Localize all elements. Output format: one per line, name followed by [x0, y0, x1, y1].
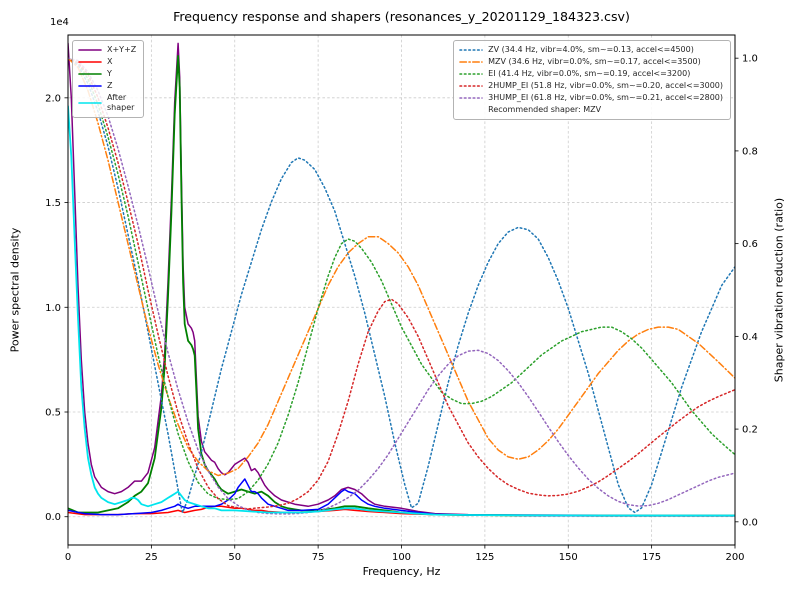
- legend-shapers: ZV (34.4 Hz, vibr=4.0%, sm~=0.13, accel<…: [453, 40, 731, 120]
- x-axis-label: Frequency, Hz: [362, 565, 441, 578]
- legend-shapers-item: Recommended shaper: MZV: [459, 104, 723, 116]
- y-tick-label-right: 1.0: [742, 54, 758, 65]
- x-tick-label: 200: [725, 552, 744, 563]
- legend-psd-item: Z: [78, 80, 136, 92]
- series-3hump_ei: [68, 57, 735, 515]
- series-z: [68, 478, 735, 517]
- x-tick-label: 175: [642, 552, 661, 563]
- legend-shapers-label: Recommended shaper: MZV: [488, 105, 602, 114]
- x-tick-label: 75: [312, 552, 325, 563]
- series-mzv: [68, 57, 735, 477]
- y-tick-label-left: 0.5: [45, 408, 61, 419]
- y-tick-label-right: 0.4: [742, 332, 758, 343]
- legend-psd-label: Z: [107, 81, 113, 90]
- legend-shapers-label: EI (41.4 Hz, vibr=0.0%, sm~=0.19, accel<…: [488, 69, 691, 78]
- y-tick-label-left: 0.0: [45, 512, 61, 523]
- legend-shapers-label: MZV (34.6 Hz, vibr=0.0%, sm~=0.17, accel…: [488, 57, 701, 66]
- y-tick-label-right: 0.0: [742, 517, 758, 528]
- legend-psd-label: After shaper: [107, 93, 135, 112]
- series-y: [68, 54, 735, 517]
- legend-psd-label: X+Y+Z: [107, 45, 137, 54]
- legend-line-swatch: [459, 73, 483, 75]
- legend-psd-item: Y: [78, 68, 136, 80]
- legend-line-swatch: [459, 85, 483, 87]
- series-after-shaper: [68, 105, 735, 517]
- series-ei: [68, 57, 735, 501]
- x-tick-label: 125: [475, 552, 494, 563]
- legend-line-swatch: [78, 102, 102, 104]
- legend-line-swatch: [459, 49, 483, 51]
- y-tick-label-left: 1.0: [45, 303, 61, 314]
- y-tick-label-right: 0.8: [742, 146, 758, 157]
- legend-shapers-label: 3HUMP_EI (61.8 Hz, vibr=0.0%, sm~=0.21, …: [488, 93, 723, 102]
- legend-line-swatch: [78, 85, 102, 87]
- series-zv: [68, 57, 735, 514]
- legend-line-swatch: [459, 97, 483, 99]
- x-tick-label: 150: [559, 552, 578, 563]
- x-tick-label: 50: [228, 552, 241, 563]
- legend-blank-handle: [459, 105, 483, 115]
- y-tick-label-right: 0.6: [742, 239, 758, 250]
- legend-shapers-label: ZV (34.4 Hz, vibr=4.0%, sm~=0.13, accel<…: [488, 45, 694, 54]
- legend-psd-item: X: [78, 56, 136, 68]
- series-2hump_ei: [68, 57, 735, 510]
- legend-psd-label: Y: [107, 69, 112, 78]
- legend-shapers-label: 2HUMP_EI (51.8 Hz, vibr=0.0%, sm~=0.20, …: [488, 81, 723, 90]
- chart-title: Frequency response and shapers (resonanc…: [173, 9, 630, 24]
- x-tick-label: 0: [65, 552, 71, 563]
- legend-shapers-item: 2HUMP_EI (51.8 Hz, vibr=0.0%, sm~=0.20, …: [459, 80, 723, 92]
- legend-shapers-item: MZV (34.6 Hz, vibr=0.0%, sm~=0.17, accel…: [459, 56, 723, 68]
- legend-line-swatch: [78, 73, 102, 75]
- x-tick-label: 25: [145, 552, 158, 563]
- series-xyz: [68, 42, 735, 517]
- legend-line-swatch: [78, 49, 102, 51]
- x-tick-label: 100: [392, 552, 411, 563]
- ticks: 0 25 50 75 100 125 150 175 200 0.0 0.5 1.0 1.5 2.0 0.0…: [45, 54, 758, 563]
- legend-psd-item: After shaper: [78, 92, 136, 114]
- legend-line-swatch: [459, 61, 483, 63]
- legend-line-swatch: [78, 61, 102, 63]
- y-axis-offset-text: 1e4: [50, 17, 69, 28]
- legend-shapers-item: EI (41.4 Hz, vibr=0.0%, sm~=0.19, accel<…: [459, 68, 723, 80]
- legend-psd: X+Y+Z X Y Z After shaper: [72, 40, 145, 118]
- legend-psd-item: X+Y+Z: [78, 44, 136, 56]
- legend-psd-label: X: [107, 57, 113, 66]
- y-tick-label-left: 2.0: [45, 93, 61, 104]
- legend-shapers-item: 3HUMP_EI (61.8 Hz, vibr=0.0%, sm~=0.21, …: [459, 92, 723, 104]
- series-group: [68, 42, 735, 517]
- y-tick-label-right: 0.2: [742, 425, 758, 436]
- y-tick-label-left: 1.5: [45, 198, 61, 209]
- legend-shapers-item: ZV (34.4 Hz, vibr=4.0%, sm~=0.13, accel<…: [459, 44, 723, 56]
